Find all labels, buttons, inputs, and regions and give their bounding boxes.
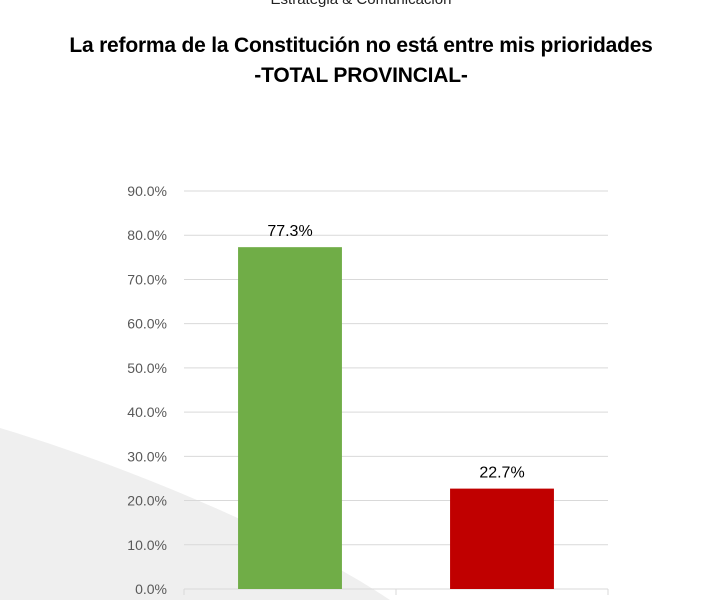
chart-subtitle: -TOTAL PROVINCIAL- bbox=[254, 64, 468, 87]
bar-data-label: 22.7% bbox=[479, 465, 524, 482]
y-tick-label: 40.0% bbox=[127, 404, 167, 420]
bar bbox=[238, 247, 342, 589]
y-tick-label: 90.0% bbox=[127, 183, 167, 199]
y-tick-label: 70.0% bbox=[127, 271, 167, 287]
y-tick-label: 20.0% bbox=[127, 493, 167, 509]
y-tick-label: 10.0% bbox=[127, 537, 167, 553]
y-tick-label: 30.0% bbox=[127, 448, 167, 464]
organization-line: Estrategia & Comunicación bbox=[0, 0, 722, 8]
y-tick-label: 60.0% bbox=[127, 316, 167, 332]
bar-data-label: 77.3% bbox=[267, 223, 312, 240]
data-labels: 77.3% 22.7% bbox=[267, 223, 524, 481]
y-tick-label: 80.0% bbox=[127, 227, 167, 243]
y-tick-label: 50.0% bbox=[127, 360, 167, 376]
y-tick-label: 0.0% bbox=[135, 581, 167, 597]
y-axis-tick-labels: 0.0% 10.0% 20.0% 30.0% 40.0% 50.0% 60.0% 70.0% 8… bbox=[127, 183, 167, 597]
bar bbox=[450, 488, 554, 589]
chart-title: La reforma de la Constitución no está en… bbox=[69, 34, 653, 57]
bars bbox=[238, 247, 554, 589]
